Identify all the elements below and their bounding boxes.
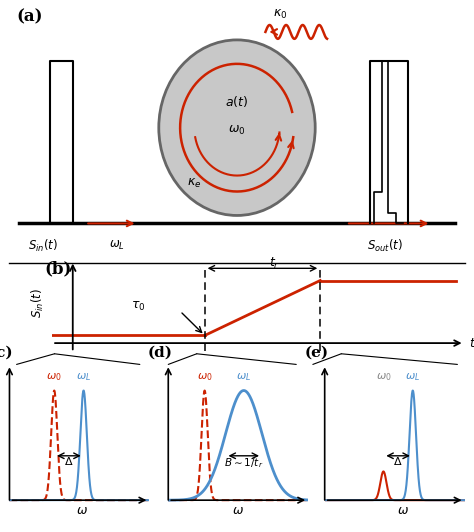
Text: $\Delta$: $\Delta$ bbox=[64, 455, 73, 467]
Text: $S_{in}(t)$: $S_{in}(t)$ bbox=[28, 238, 59, 254]
Text: $B\sim1/t_r$: $B\sim1/t_r$ bbox=[224, 456, 264, 470]
Text: $S_{out}(t)$: $S_{out}(t)$ bbox=[367, 238, 403, 254]
Text: $\omega_L$: $\omega_L$ bbox=[109, 239, 125, 252]
Text: (e): (e) bbox=[304, 346, 328, 360]
Text: $a(t)$: $a(t)$ bbox=[225, 94, 249, 109]
Text: (c): (c) bbox=[0, 346, 13, 360]
Text: $\omega$: $\omega$ bbox=[76, 504, 88, 517]
Text: $\omega_L$: $\omega_L$ bbox=[236, 371, 251, 383]
Text: (d): (d) bbox=[147, 346, 173, 360]
Text: $\omega_0$: $\omega_0$ bbox=[375, 371, 391, 383]
Text: $\omega$: $\omega$ bbox=[397, 504, 409, 517]
Text: $\omega_0$: $\omega_0$ bbox=[197, 371, 212, 383]
Text: $\omega_L$: $\omega_L$ bbox=[405, 371, 420, 383]
Text: $t_r$: $t_r$ bbox=[269, 256, 280, 271]
Circle shape bbox=[159, 40, 315, 215]
Text: $t$: $t$ bbox=[469, 337, 474, 350]
Text: $S_{in}(t)$: $S_{in}(t)$ bbox=[30, 288, 46, 319]
Text: $\kappa_0$: $\kappa_0$ bbox=[273, 8, 287, 21]
Text: $\omega$: $\omega$ bbox=[232, 504, 244, 517]
Text: $\omega_0$: $\omega_0$ bbox=[46, 371, 62, 383]
Text: $\Delta$: $\Delta$ bbox=[393, 455, 403, 467]
Text: $\kappa_e$: $\kappa_e$ bbox=[187, 177, 201, 190]
Text: (a): (a) bbox=[17, 8, 43, 25]
Text: $\tau_0$: $\tau_0$ bbox=[131, 300, 146, 313]
Text: $\omega_0$: $\omega_0$ bbox=[228, 124, 246, 137]
Text: $\omega_L$: $\omega_L$ bbox=[76, 371, 91, 383]
Text: (b): (b) bbox=[44, 261, 71, 278]
